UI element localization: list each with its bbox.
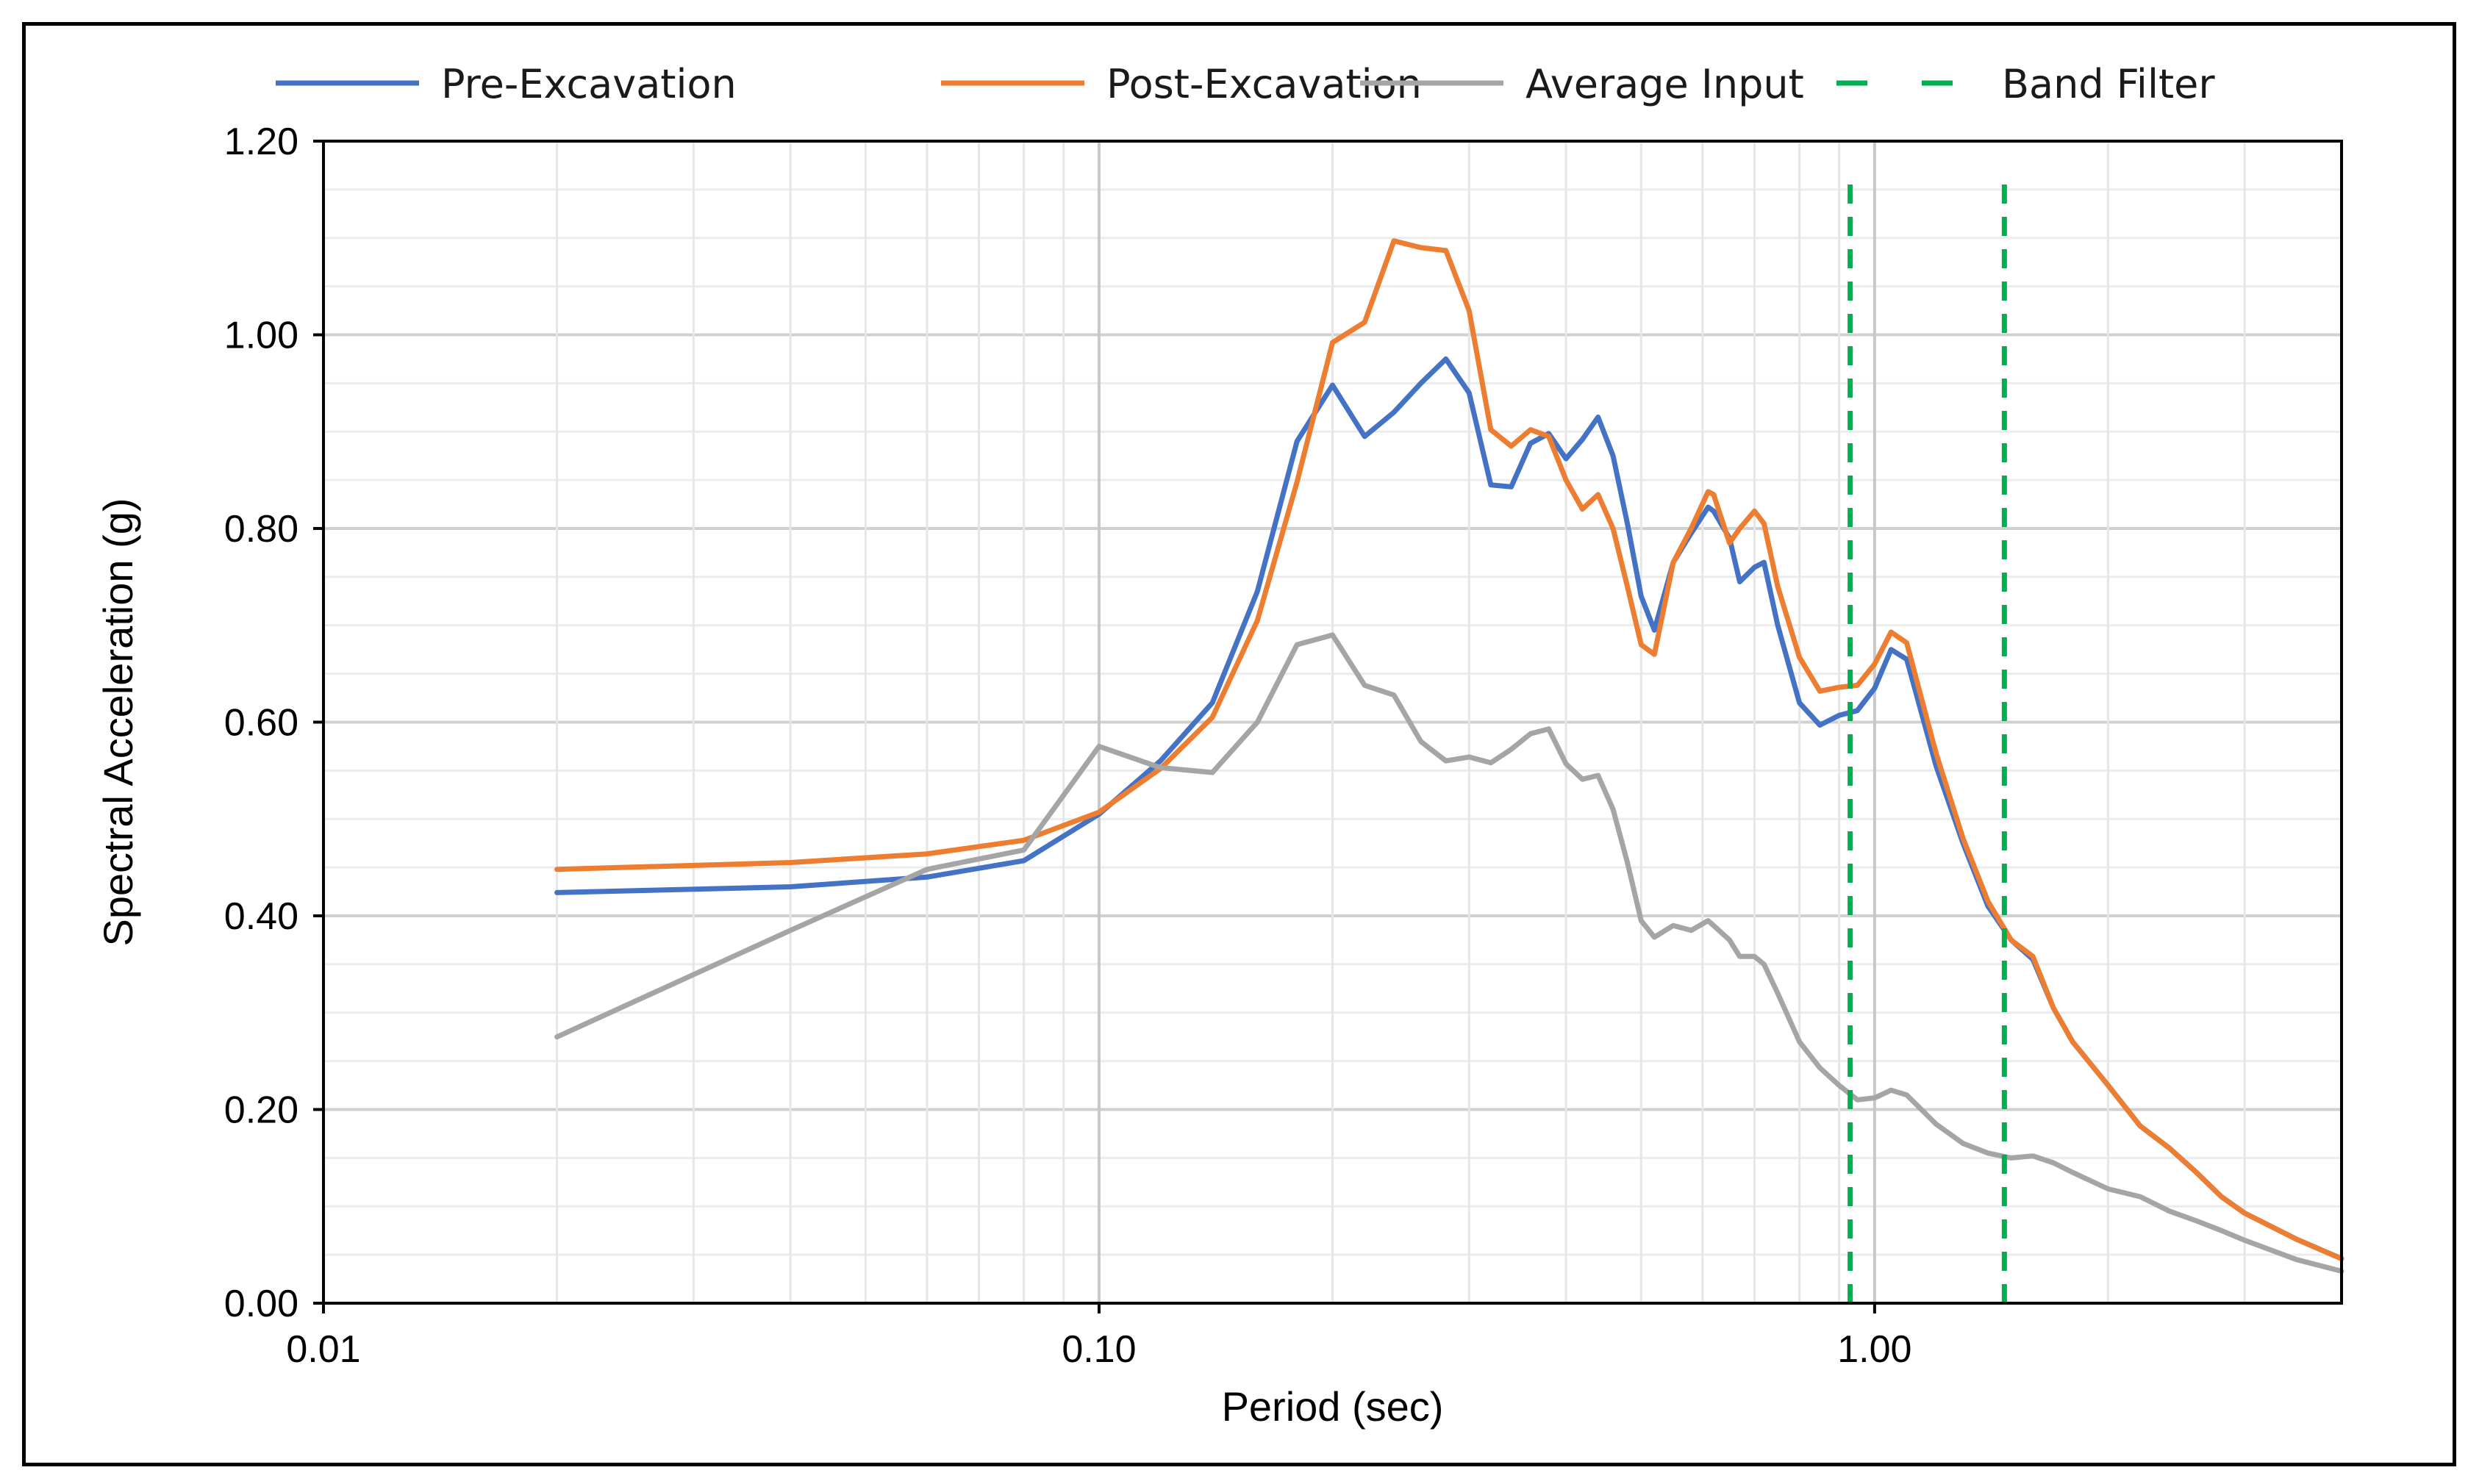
- legend-label: Band Filter: [2002, 61, 2215, 107]
- series-average-input: [554, 632, 2344, 1274]
- y-tick-label: 0.20: [224, 1089, 298, 1132]
- series-layer: [554, 179, 2344, 1303]
- y-tick-label: 1.00: [224, 315, 298, 357]
- y-axis-title: Spectral Acceleration (g): [95, 498, 141, 946]
- tick-layer: 0.00 0.20 0.40 0.60 0.80 1.00 1.20 0.01 0.10 1.00: [224, 121, 1912, 1371]
- legend-label: Average Input: [1525, 61, 1804, 107]
- spectral-acceleration-chart: 0.00 0.20 0.40 0.60 0.80 1.00 1.20 0.01 0.10 1.00…: [95, 61, 2344, 1430]
- legend: Pre-Excavation Post-Excavation Average Inp…: [276, 61, 2215, 107]
- grid-layer: [322, 140, 2343, 1305]
- chart-frame: 0.00 0.20 0.40 0.60 0.80 1.00 1.20 0.01 0.10 1.00…: [22, 22, 2456, 1466]
- y-tick-label: 0.60: [224, 702, 298, 745]
- x-tick-label: 0.01: [286, 1328, 360, 1371]
- series-post-excavation: [554, 238, 2344, 1261]
- x-tick-label: 1.00: [1837, 1328, 1911, 1371]
- y-tick-label: 0.00: [224, 1283, 298, 1325]
- y-tick-label: 0.80: [224, 508, 298, 551]
- y-tick-label: 0.40: [224, 895, 298, 938]
- legend-label: Pre-Excavation: [441, 61, 737, 107]
- y-tick-label: 1.20: [224, 121, 298, 163]
- x-axis-title: Period (sec): [1222, 1383, 1444, 1430]
- x-tick-label: 0.10: [1062, 1328, 1136, 1371]
- series-pre-excavation: [554, 356, 2344, 1261]
